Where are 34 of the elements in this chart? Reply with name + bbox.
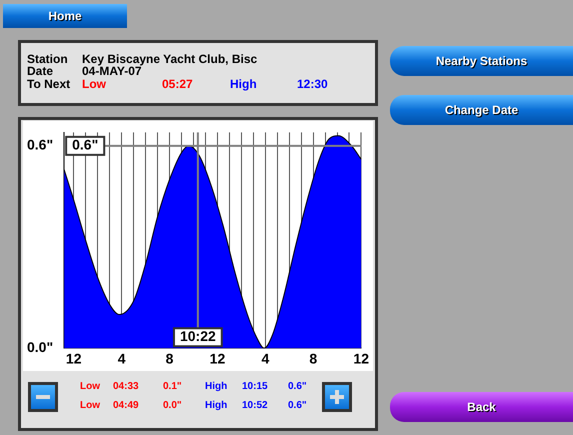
text: 05:27 xyxy=(162,77,193,91)
x-tick-label: 8 xyxy=(309,350,318,366)
text: To Next xyxy=(27,77,70,91)
text: 04-MAY-07 xyxy=(82,64,142,78)
text: 0.6" xyxy=(288,400,307,411)
text: 0.0" xyxy=(163,400,182,411)
text: 04:33 xyxy=(113,381,139,392)
x-tick-label: 4 xyxy=(261,350,270,366)
ref-line-label: 10:22 xyxy=(180,328,216,344)
text: 0.6" xyxy=(288,381,307,392)
text: Home xyxy=(3,4,127,28)
text: Back xyxy=(390,392,573,422)
text: High xyxy=(205,400,228,411)
text: High xyxy=(205,381,228,392)
x-tick-label: 12 xyxy=(210,350,226,366)
text: Station xyxy=(27,52,68,66)
text: Key Biscayne Yacht Club, Bisc xyxy=(82,52,258,66)
ref-line-label: 0.6" xyxy=(72,136,98,153)
text: Change Date xyxy=(390,95,573,125)
x-tick-label: 12 xyxy=(353,350,370,366)
text: Low xyxy=(80,381,100,392)
text: 10:52 xyxy=(242,400,268,411)
text: High xyxy=(230,77,257,91)
x-tick-label: 12 xyxy=(66,350,82,366)
text: Nearby Stations xyxy=(390,46,573,76)
x-tick-label: 8 xyxy=(166,350,174,366)
text: Low xyxy=(80,400,100,411)
x-tick-label: 4 xyxy=(118,350,126,366)
text: 04:49 xyxy=(113,400,139,411)
text: 0.1" xyxy=(163,381,182,392)
text: 10:15 xyxy=(242,381,268,392)
text: Low xyxy=(82,77,106,91)
text: 12:30 xyxy=(297,77,328,91)
text: Date xyxy=(27,64,54,78)
